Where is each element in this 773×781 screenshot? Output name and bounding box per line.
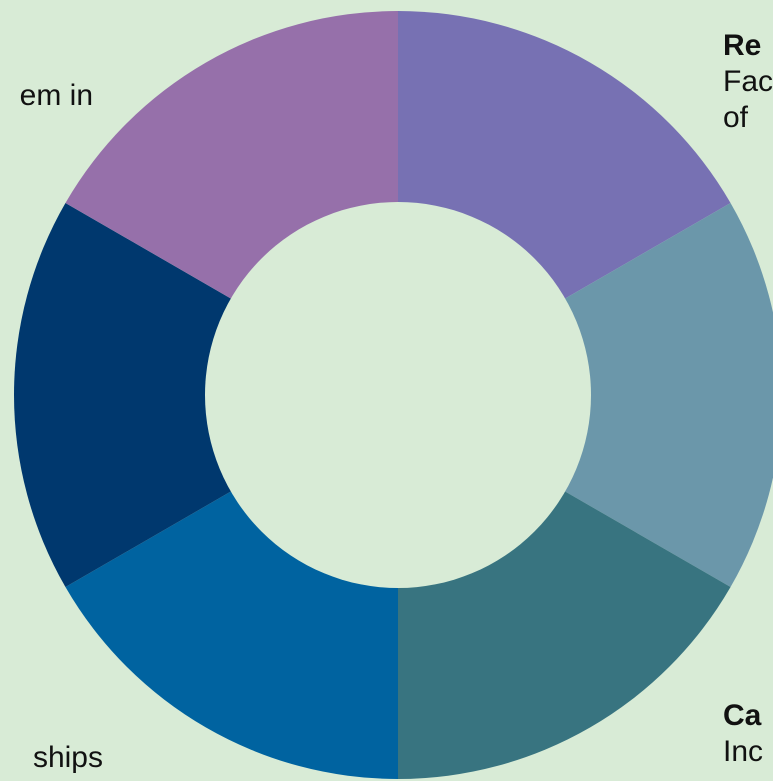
- label-top-left-fragment: em in: [19, 79, 93, 112]
- label-bottom-left-fragment: ships: [32, 741, 103, 774]
- label-top-right-line2: of: [723, 101, 749, 134]
- label-top-right-title: Re: [723, 29, 762, 62]
- label-bottom-right-title: Ca: [723, 699, 762, 732]
- label-bottom-right-line1: Inc: [723, 735, 764, 768]
- donut-hole: [205, 202, 591, 588]
- label-top-right-line1: Fac: [723, 65, 773, 98]
- label-bottom-right: Ca Inc: [723, 698, 763, 770]
- label-top-right: Re Fac of: [723, 28, 773, 136]
